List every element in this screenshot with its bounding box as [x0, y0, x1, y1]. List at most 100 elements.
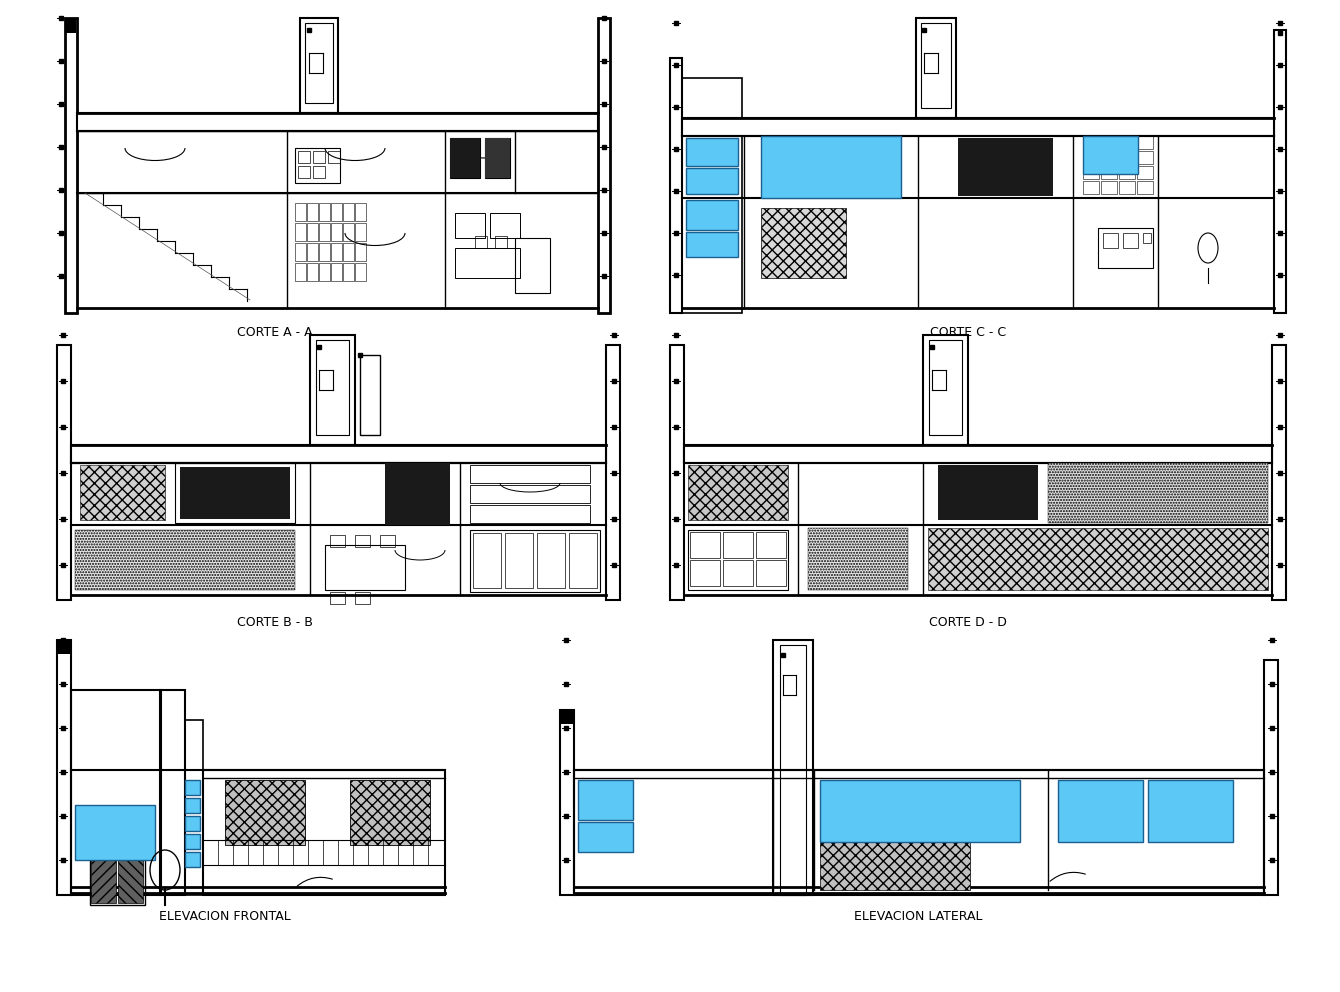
Bar [185, 834, 200, 849]
Bar [76, 113, 598, 131]
Bar [355, 592, 370, 604]
Bar [929, 528, 1268, 590]
Bar [185, 780, 200, 795]
Bar [314, 166, 326, 178]
Bar [58, 640, 71, 895]
Text: CORTE C - C: CORTE C - C [930, 326, 1006, 339]
Bar [485, 138, 511, 178]
Bar [80, 465, 165, 520]
Bar [118, 836, 143, 903]
Bar [306, 23, 334, 103]
Bar [450, 138, 480, 178]
Bar [343, 203, 354, 221]
Bar [331, 263, 342, 281]
Bar [820, 815, 868, 841]
Bar [75, 530, 295, 590]
Bar [316, 340, 348, 435]
Bar [1119, 136, 1135, 149]
Bar [505, 533, 533, 588]
Bar [929, 340, 962, 435]
Bar [561, 710, 574, 724]
Bar [319, 203, 330, 221]
Bar [1138, 166, 1152, 179]
Bar [474, 236, 486, 248]
Bar [355, 243, 366, 261]
Bar [310, 335, 355, 445]
Bar [58, 640, 70, 654]
Bar [537, 533, 565, 588]
Bar [690, 560, 720, 586]
Bar [921, 23, 951, 108]
Bar [297, 151, 310, 163]
Bar [938, 465, 1038, 520]
Bar [1119, 181, 1135, 194]
Bar [1138, 181, 1152, 194]
Bar [159, 690, 185, 895]
Bar [314, 151, 326, 163]
Bar [307, 223, 318, 241]
Bar [331, 203, 342, 221]
Bar [307, 203, 318, 221]
Bar [1274, 30, 1286, 313]
Bar [1083, 136, 1099, 149]
Bar [687, 465, 788, 520]
Bar [307, 243, 318, 261]
Bar [490, 213, 520, 238]
Bar [343, 243, 354, 261]
Bar [71, 690, 161, 895]
Bar [515, 238, 549, 293]
Bar [331, 223, 342, 241]
Bar [808, 528, 909, 590]
Bar [724, 532, 753, 558]
Bar [295, 263, 306, 281]
Bar [1103, 233, 1118, 248]
Bar [598, 18, 610, 313]
Bar [560, 710, 574, 895]
Text: ELEVACION LATERAL: ELEVACION LATERAL [854, 911, 982, 924]
Bar [330, 535, 344, 547]
Bar [295, 223, 306, 241]
Bar [1083, 151, 1099, 164]
Bar [1097, 228, 1152, 268]
Bar [686, 232, 738, 257]
Bar [574, 770, 1264, 895]
Bar [670, 58, 682, 313]
Bar [917, 18, 955, 118]
Bar [297, 166, 310, 178]
Bar [1138, 136, 1152, 149]
Bar [385, 463, 450, 525]
Bar [756, 560, 787, 586]
Bar [761, 136, 900, 198]
Bar [176, 463, 295, 523]
Bar [682, 118, 1274, 136]
Bar [761, 208, 846, 278]
Bar [485, 138, 511, 178]
Bar [350, 780, 430, 845]
Bar [1123, 233, 1138, 248]
Bar [606, 345, 620, 600]
Bar [1083, 181, 1099, 194]
Bar [1138, 151, 1152, 164]
Bar [90, 835, 145, 905]
Bar [1101, 151, 1118, 164]
Bar [1101, 166, 1118, 179]
Bar [958, 138, 1053, 196]
Bar [185, 852, 200, 867]
Bar [319, 263, 330, 281]
Bar [470, 530, 600, 592]
Bar [66, 18, 76, 33]
Bar [180, 467, 289, 519]
Bar [690, 532, 720, 558]
Bar [355, 223, 366, 241]
Bar [1048, 463, 1268, 523]
Bar [773, 640, 813, 895]
Bar [326, 545, 405, 590]
Bar [682, 78, 742, 313]
Bar [473, 533, 501, 588]
Bar [343, 263, 354, 281]
Bar [75, 805, 155, 860]
Bar [923, 335, 967, 445]
Text: CORTE B - B: CORTE B - B [237, 615, 314, 629]
Bar [1083, 136, 1138, 174]
Bar [780, 645, 805, 895]
